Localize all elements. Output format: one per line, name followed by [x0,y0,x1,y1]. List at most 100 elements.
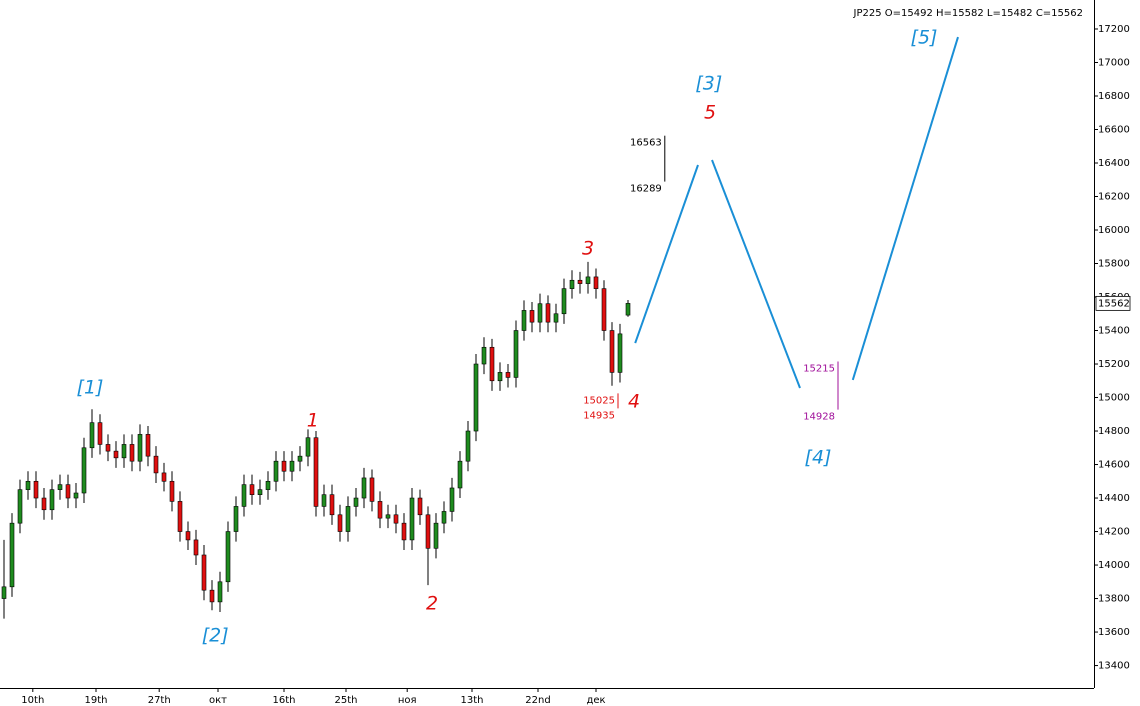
level-label: 15025 [583,395,615,406]
candle-body [625,303,631,316]
wave-label: [2] [202,625,229,647]
y-tick-label: 14400 [1098,493,1130,504]
candle-body [449,487,455,512]
candle-body [425,514,431,549]
candle-body [25,480,31,490]
candle-body [57,484,63,490]
wave-label: [4] [805,446,832,468]
candle-body [377,501,383,519]
wave-label: [5] [911,27,938,49]
candle-body [249,484,255,495]
x-tick-label: 27th [148,695,171,706]
y-tick-label: 17000 [1098,57,1130,68]
x-tick-label: ноя [398,695,417,706]
wave-label: 2 [426,593,438,615]
candle-body [393,514,399,524]
candle-body [433,522,439,549]
candle-body [513,330,519,378]
level-label: 16563 [630,138,662,149]
candle-body [161,472,167,482]
candle-body [345,506,351,532]
candle-body [153,455,159,474]
candle-body [353,497,359,507]
candle-body [545,303,551,323]
candle-body [217,581,223,603]
candle-body [385,514,391,519]
candle-body [409,497,415,541]
candle-body [505,372,511,378]
x-tick-label: 16th [273,695,296,706]
candle-body [417,497,423,516]
candle-body [97,422,103,445]
candle-body [257,489,263,495]
candle-body [537,303,543,323]
candle-body [281,460,287,472]
candle-body [553,313,559,323]
current-price-label: 15562 [1098,298,1130,309]
candle-body [401,522,407,541]
x-tick-label: 13th [461,695,484,706]
x-tick-label: окт [209,695,227,706]
y-tick-label: 15800 [1098,259,1130,270]
candle-body [201,554,207,591]
candle-body [489,346,495,382]
candle-body [473,363,479,432]
candle-body [233,506,239,532]
candle-body [609,330,615,373]
x-tick-label: 10th [21,695,44,706]
candle-body [289,460,295,472]
wave-label: [1] [77,376,104,398]
y-tick-label: 13800 [1098,594,1130,605]
candle-body [521,310,527,331]
candle-body [329,494,335,516]
candle-body [273,460,279,482]
x-tick-label: 19th [85,695,108,706]
candle-body [169,480,175,502]
candle-body [177,501,183,532]
candle-body [185,531,191,541]
y-tick-label: 13400 [1098,661,1130,672]
y-tick-label: 14200 [1098,527,1130,538]
candle-body [569,279,575,289]
candle-body [481,346,487,365]
x-tick-label: дек [586,695,605,706]
projection-line [711,159,801,389]
y-tick-label: 14600 [1098,460,1130,471]
y-tick-label: 17200 [1098,24,1130,35]
y-tick-label: 14000 [1098,560,1130,571]
candle-body [297,455,303,462]
current-price-box [1095,295,1131,311]
candle-body [617,333,623,373]
candle-body [305,437,311,457]
candle-body [33,480,39,499]
candle-body [337,514,343,532]
candle-body [225,531,231,583]
candle-body [465,430,471,462]
y-tick-label: 13600 [1098,627,1130,638]
candle-body [593,276,599,289]
wave-label: 5 [704,102,716,124]
candle-body [49,489,55,511]
candle-body [89,422,95,449]
candle-body [81,447,87,494]
candle-body [529,310,535,323]
projection-line [634,164,699,344]
candle-body [65,484,71,499]
candle-body [361,477,367,499]
candle-body [369,477,375,502]
candle-body [41,497,47,511]
candle-body [129,444,135,462]
chart-title: JP225 O=15492 H=15582 L=15482 C=15562 [853,8,1084,19]
level-label: 14935 [583,410,615,421]
level-label: 15215 [803,364,835,375]
projection-line [851,36,959,381]
y-tick-label: 15400 [1098,326,1130,337]
candle-body [105,444,111,452]
x-tick-label: 22nd [525,695,550,706]
candle-body [561,288,567,315]
wave-label: 4 [628,391,640,413]
candle-body [497,372,503,382]
candle-body [457,460,463,489]
candle-body [265,480,271,490]
y-tick-label: 16000 [1098,225,1130,236]
